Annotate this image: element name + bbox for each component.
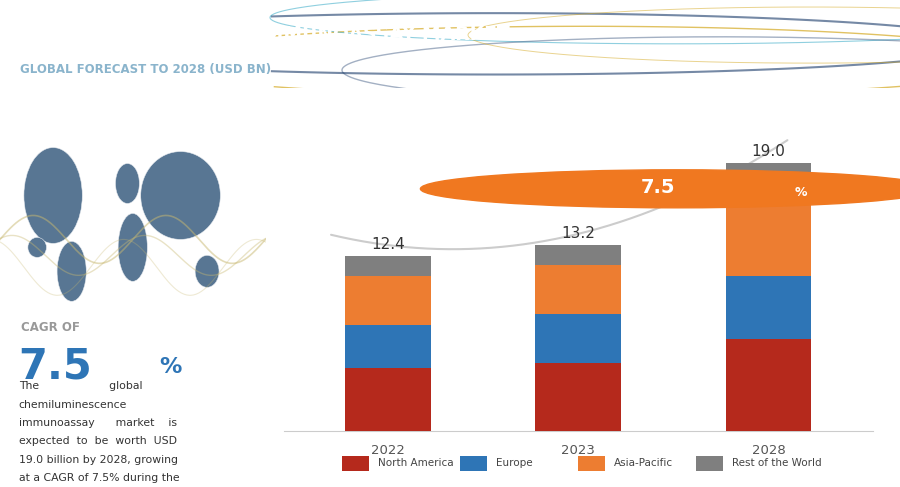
Ellipse shape [24,148,82,244]
Text: GLOBAL FORECAST TO 2028 (USD BN): GLOBAL FORECAST TO 2028 (USD BN) [20,63,271,76]
Bar [725,339,811,431]
Bar [536,363,621,431]
Bar [536,314,621,363]
Bar [346,276,431,325]
Text: %: % [159,357,182,377]
Bar [342,456,369,471]
Text: chemiluminescence: chemiluminescence [19,399,127,410]
Bar [697,456,723,471]
Ellipse shape [57,242,86,301]
Bar [346,325,431,368]
Ellipse shape [28,238,47,257]
Bar [461,456,487,471]
Text: at a CAGR of 7.5% during the: at a CAGR of 7.5% during the [19,473,179,483]
Text: 19.0 billion by 2028, growing: 19.0 billion by 2028, growing [19,455,177,465]
Bar [725,276,811,339]
Circle shape [420,170,900,208]
Bar [346,256,431,276]
Text: 13.2: 13.2 [562,226,595,241]
Text: Europe: Europe [496,458,532,468]
Text: North America: North America [378,458,454,468]
Ellipse shape [118,213,148,281]
Ellipse shape [140,151,220,240]
Ellipse shape [115,164,140,204]
Bar [536,245,621,265]
Text: Asia-Pacific: Asia-Pacific [614,458,672,468]
Text: 19.0: 19.0 [752,144,786,159]
Bar [725,164,811,191]
Bar [536,265,621,314]
Bar [346,368,431,431]
Text: 7.5: 7.5 [19,345,93,387]
Ellipse shape [195,255,219,287]
Text: CHEMILUMINESCENCE IMMUNOASSAY MARKET: CHEMILUMINESCENCE IMMUNOASSAY MARKET [20,24,509,43]
Bar [578,456,605,471]
Text: %: % [795,186,807,199]
Text: immunoassay      market    is: immunoassay market is [19,418,176,428]
Text: 12.4: 12.4 [371,237,405,252]
Text: CAGR OF: CAGR OF [22,321,80,334]
Text: 7.5: 7.5 [641,178,675,197]
Text: Rest of the World: Rest of the World [732,458,821,468]
Bar [725,191,811,276]
Text: The                    global: The global [19,381,142,391]
Text: expected  to  be  worth  USD: expected to be worth USD [19,436,176,446]
